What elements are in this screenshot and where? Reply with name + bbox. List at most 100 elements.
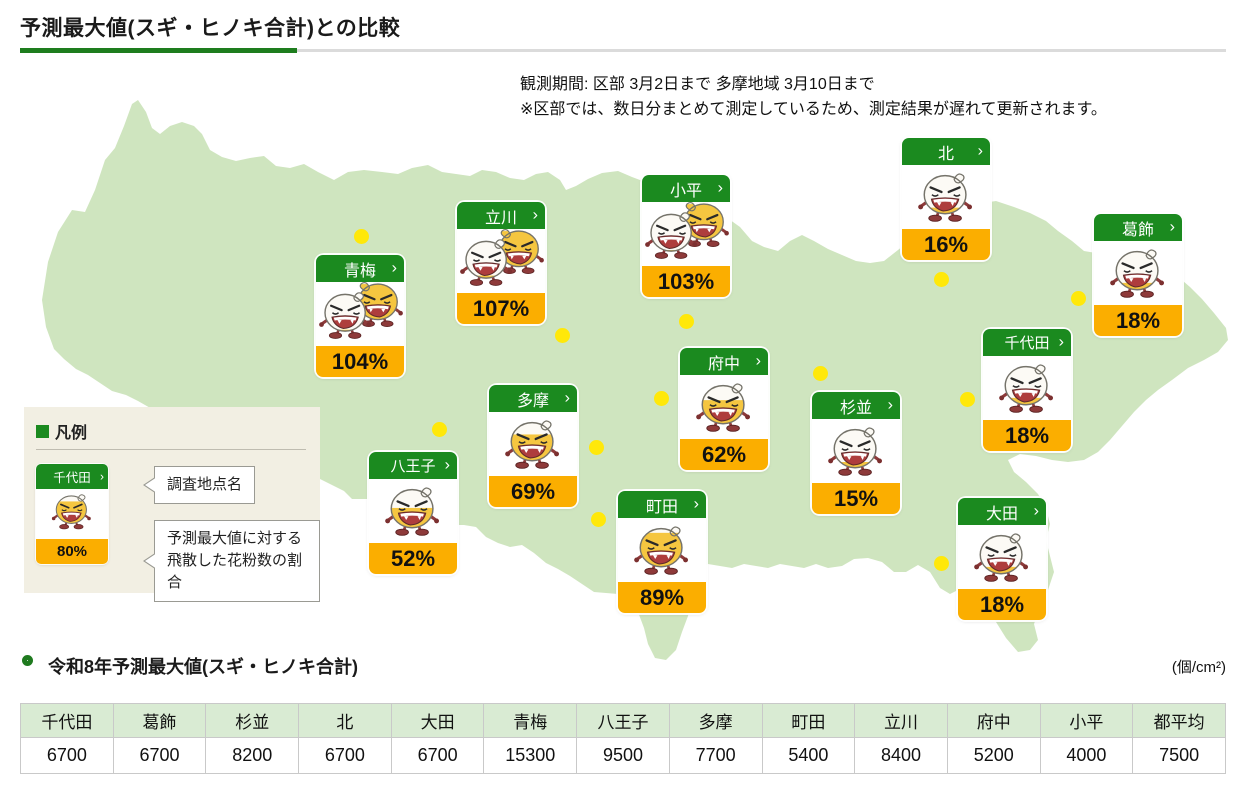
station-percent: 69% bbox=[489, 476, 577, 507]
station-percent: 18% bbox=[1094, 305, 1182, 336]
table-col-杉並: 杉並 bbox=[205, 703, 300, 738]
table-value-多摩: 7700 bbox=[668, 737, 763, 774]
station-card-hachioji[interactable]: 八王子 › 52% bbox=[369, 452, 457, 574]
table-value-北: 6700 bbox=[298, 737, 392, 774]
pollen-character-area bbox=[489, 412, 577, 476]
forecast-max-table: 千代田 葛飾 杉並北大田 青梅 八王子 多摩 町田 立川 府中 小平 都平均 6700 6700 820… bbox=[20, 703, 1226, 774]
station-card-fuchu[interactable]: 府中 › 62% bbox=[680, 348, 768, 470]
title-underline bbox=[20, 49, 1226, 52]
table-value-青梅: 15300 bbox=[483, 737, 578, 774]
title-underline-accent bbox=[20, 48, 297, 53]
station-link-kita[interactable]: 北 › bbox=[902, 138, 990, 165]
table-value-府中: 5200 bbox=[946, 737, 1041, 774]
table-col-葛飾: 葛飾 bbox=[112, 703, 207, 738]
pollen-character-icon bbox=[385, 487, 440, 536]
pollen-character-icon bbox=[51, 494, 91, 530]
station-link-machida[interactable]: 町田 › bbox=[618, 491, 706, 518]
pollen-character-icon bbox=[505, 420, 560, 469]
table-col-小平: 小平 bbox=[1039, 703, 1134, 738]
map-point-dot bbox=[354, 229, 369, 244]
legend-sample-percent: 80% bbox=[36, 539, 108, 564]
legend-callout-percent-line1: 予測最大値に対する bbox=[167, 530, 303, 547]
station-link-oume[interactable]: 青梅 › bbox=[316, 255, 404, 282]
table-header-row: 千代田 葛飾 杉並北大田 青梅 八王子 多摩 町田 立川 府中 小平 都平均 bbox=[20, 703, 1226, 738]
station-link-suginami[interactable]: 杉並 › bbox=[812, 392, 900, 419]
table-col-府中: 府中 bbox=[946, 703, 1041, 738]
legend-callout-station-name: 調査地点名 bbox=[142, 466, 256, 504]
table-value-立川: 8400 bbox=[854, 737, 948, 774]
observation-period: 観測期間: 区部 3月2日まで 多摩地域 3月10日まで bbox=[520, 76, 875, 93]
station-link-katsushika[interactable]: 葛飾 › bbox=[1094, 214, 1182, 241]
pollen-character-icon bbox=[999, 364, 1054, 413]
station-link-tama[interactable]: 多摩 › bbox=[489, 385, 577, 412]
legend-divider bbox=[36, 449, 306, 450]
chevron-right-icon: › bbox=[1033, 501, 1039, 519]
map-point-dot bbox=[679, 314, 694, 329]
station-link-kodaira[interactable]: 小平 › bbox=[642, 175, 730, 202]
table-value-八王子: 9500 bbox=[576, 737, 670, 774]
station-link-chiyoda[interactable]: 千代田 › bbox=[983, 329, 1071, 356]
legend-callout-station-name-text: 調査地点名 bbox=[167, 476, 243, 493]
legend-sample-character bbox=[36, 489, 108, 539]
chevron-right-icon: › bbox=[444, 455, 450, 473]
legend-title-row: 凡例 bbox=[36, 419, 87, 443]
chevron-right-icon: › bbox=[1058, 332, 1064, 350]
table-value-都平均: 7500 bbox=[1132, 737, 1226, 774]
station-percent: 103% bbox=[642, 266, 730, 297]
pollen-character-icon bbox=[460, 239, 513, 286]
chevron-right-icon: › bbox=[717, 178, 723, 196]
station-card-tama[interactable]: 多摩 › 69% bbox=[489, 385, 577, 507]
map-point-dot bbox=[591, 512, 606, 527]
table-col-大田: 大田 bbox=[390, 703, 485, 738]
table-value-町田: 5400 bbox=[761, 737, 856, 774]
pollen-character-icon bbox=[974, 533, 1029, 582]
table-col-八王子: 八王子 bbox=[576, 703, 670, 738]
pollen-character-area bbox=[958, 525, 1046, 589]
station-card-ota[interactable]: 大田 › 18% bbox=[958, 498, 1046, 620]
map-point-dot bbox=[934, 272, 949, 287]
station-name: 北 bbox=[937, 145, 954, 163]
pollen-character-area bbox=[983, 356, 1071, 420]
pollen-character-area bbox=[316, 282, 404, 346]
legend-callout-percent-line2: 飛散した花粉数の割合 bbox=[167, 552, 303, 591]
station-link-hachioji[interactable]: 八王子 › bbox=[369, 452, 457, 479]
table-value-row: 6700 6700 8200 6700 6700 15300 9500 7700 5400 840… bbox=[20, 737, 1226, 774]
pollen-character-icon bbox=[918, 173, 973, 222]
pollen-character-area bbox=[618, 518, 706, 582]
station-name: 多摩 bbox=[516, 392, 549, 410]
section-ring-icon bbox=[22, 655, 33, 666]
table-col-多摩: 多摩 bbox=[668, 703, 763, 738]
station-percent: 104% bbox=[316, 346, 404, 377]
map-point-dot bbox=[934, 556, 949, 571]
station-link-fuchu[interactable]: 府中 › bbox=[680, 348, 768, 375]
station-name: 大田 bbox=[985, 505, 1018, 523]
station-percent: 18% bbox=[983, 420, 1071, 451]
observation-note: 観測期間: 区部 3月2日まで 多摩地域 3月10日まで ※区部では、数日分まと… bbox=[520, 72, 1107, 122]
station-card-machida[interactable]: 町田 › 89% bbox=[618, 491, 706, 613]
station-link-ota[interactable]: 大田 › bbox=[958, 498, 1046, 525]
chevron-right-icon: › bbox=[1169, 217, 1175, 235]
pollen-character-area bbox=[369, 479, 457, 543]
station-card-tachikawa[interactable]: 立川 › 107% bbox=[457, 202, 545, 324]
station-card-suginami[interactable]: 杉並 › 15% bbox=[812, 392, 900, 514]
station-percent: 62% bbox=[680, 439, 768, 470]
station-name: 千代田 bbox=[1004, 335, 1050, 352]
station-card-oume[interactable]: 青梅 › 104% bbox=[316, 255, 404, 377]
station-link-tachikawa[interactable]: 立川 › bbox=[457, 202, 545, 229]
station-name: 府中 bbox=[707, 355, 740, 373]
legend-title: 凡例 bbox=[55, 425, 88, 442]
table-value-葛飾: 6700 bbox=[112, 737, 207, 774]
chevron-right-icon: › bbox=[977, 141, 983, 159]
map-point-dot bbox=[432, 422, 447, 437]
map-point-dot bbox=[589, 440, 604, 455]
station-card-chiyoda[interactable]: 千代田 › 18% bbox=[983, 329, 1071, 451]
observation-caveat: ※区部では、数日分まとめて測定しているため、測定結果が遅れて更新されます。 bbox=[520, 101, 1107, 118]
station-card-katsushika[interactable]: 葛飾 › 18% bbox=[1094, 214, 1182, 336]
chevron-right-icon: › bbox=[755, 351, 761, 369]
pollen-character-full-icon bbox=[493, 229, 544, 275]
table-section-heading: 令和8年予測最大値(スギ・ヒノキ合計) bbox=[48, 657, 358, 677]
station-card-kodaira[interactable]: 小平 › 103% bbox=[642, 175, 730, 297]
station-percent: 18% bbox=[958, 589, 1046, 620]
station-card-kita[interactable]: 北 › 16% bbox=[902, 138, 990, 260]
station-name: 小平 bbox=[669, 182, 702, 200]
